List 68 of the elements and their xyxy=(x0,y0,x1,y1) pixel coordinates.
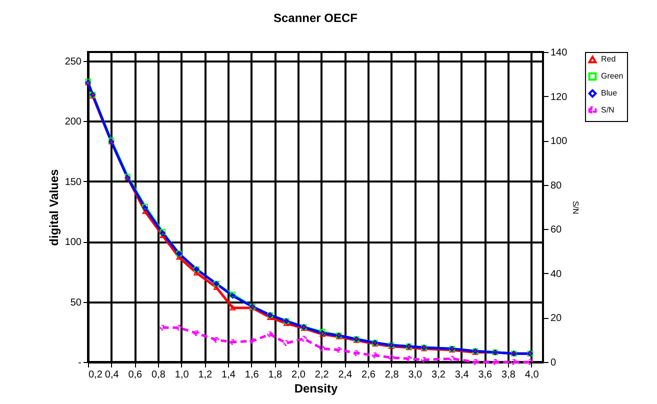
point xyxy=(283,320,290,326)
y-tick-label: 150 xyxy=(64,176,82,188)
point xyxy=(510,359,517,365)
x-tick-label: 3,2 xyxy=(432,370,446,380)
x-tick-label: 0,6 xyxy=(128,370,143,380)
x-tick-label: 4,0 xyxy=(524,370,540,380)
x-tick-label: 1,6 xyxy=(244,370,260,380)
x-tick-label: 0,8 xyxy=(152,370,166,380)
y2-tick-label: 120 xyxy=(550,92,568,103)
x-tick-label: 0,4 xyxy=(104,370,120,380)
y-tick-label: 250 xyxy=(64,56,82,68)
point xyxy=(250,338,256,344)
point xyxy=(406,356,412,362)
point xyxy=(353,350,360,356)
point xyxy=(213,337,220,343)
y-axis-title: digital Values xyxy=(46,168,61,246)
point xyxy=(160,233,166,238)
y2-tick-label: 100 xyxy=(550,136,568,148)
y2-tick-label: 40 xyxy=(550,268,562,280)
point xyxy=(267,314,273,320)
point xyxy=(194,330,200,336)
point xyxy=(230,305,236,310)
point xyxy=(388,354,394,360)
x-tick-label: 0,2 xyxy=(88,370,103,380)
legend-label: Green xyxy=(601,72,624,80)
point xyxy=(320,346,326,352)
point xyxy=(267,331,273,338)
x-tick-label: 2,2 xyxy=(314,370,330,380)
x-tick-label: 3,4 xyxy=(454,370,470,380)
point xyxy=(421,356,427,363)
point xyxy=(449,356,455,362)
x-tick-label: 1,2 xyxy=(198,370,213,380)
x-tick-label: 1,8 xyxy=(268,370,283,380)
y2-tick-label: 20 xyxy=(550,313,562,324)
y2-tick-label: 60 xyxy=(550,224,562,236)
y2-tick-label: 80 xyxy=(550,180,562,192)
point xyxy=(300,336,307,342)
x-tick-label: 3,6 xyxy=(478,370,493,380)
point xyxy=(176,324,182,331)
y-tick-label: 200 xyxy=(64,116,82,128)
point xyxy=(492,359,498,365)
legend-label: Blue xyxy=(601,88,618,98)
chart-title: Scanner OECF xyxy=(273,11,358,25)
point xyxy=(160,324,166,331)
x-tick-label: 3,0 xyxy=(408,370,423,380)
point xyxy=(230,339,236,345)
x-tick-label: 1,0 xyxy=(174,370,190,380)
point xyxy=(213,284,220,290)
x-tick-label: 1,4 xyxy=(222,370,236,380)
point xyxy=(527,359,534,365)
y-tick-label: 100 xyxy=(64,237,82,248)
y-tick-label: 50 xyxy=(70,297,82,308)
x-tick-label: 2,4 xyxy=(338,370,353,380)
x-axis-title: Density xyxy=(294,382,338,396)
y-tick-label: - xyxy=(78,358,82,368)
point xyxy=(372,352,378,358)
x-tick-label: 2,8 xyxy=(384,370,400,380)
y2-tick-label: 140 xyxy=(550,48,568,58)
x-tick-label: 3,8 xyxy=(502,370,516,380)
y2-tick-label: 0 xyxy=(550,358,556,368)
x-tick-label: 2,0 xyxy=(292,370,306,380)
legend-label: Red xyxy=(601,54,616,64)
point xyxy=(336,346,342,353)
legend-label: S/N xyxy=(601,106,615,114)
y2-axis-title: S/N xyxy=(571,200,580,214)
x-tick-label: 2,6 xyxy=(362,370,376,380)
point xyxy=(176,254,182,260)
point xyxy=(472,359,478,365)
